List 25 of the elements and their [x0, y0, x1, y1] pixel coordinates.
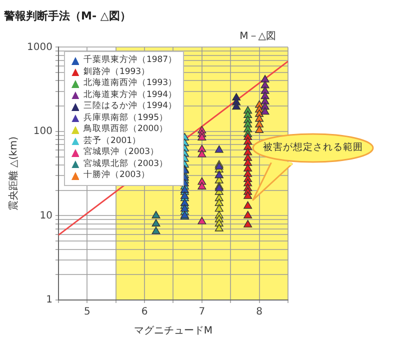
legend-label: 十勝沖（2003） — [83, 170, 150, 182]
x-tick-label: 5 — [84, 306, 90, 318]
legend-label: 芸予（2001） — [83, 136, 142, 146]
y-tick-label: 1 — [46, 294, 52, 306]
legend-label: 北海道南西沖（1993） — [83, 78, 178, 90]
legend-label: 宮城県沖（2003） — [83, 147, 160, 158]
legend-label: 兵庫県南部（1995） — [83, 112, 168, 124]
y-tick-label: 10 — [40, 210, 52, 222]
text: M－△図 — [240, 30, 276, 42]
y-tick-label: 100 — [33, 126, 52, 138]
annotation: 被害が想定される範囲 — [262, 142, 364, 154]
legend-label: 宮城県北部（2003） — [83, 158, 168, 170]
chart-title: 警報判断手法（M- △図） — [3, 9, 131, 22]
x-tick-label: 8 — [256, 306, 262, 318]
legend-label: 北海道東方沖（1994） — [83, 90, 178, 101]
x-axis-title: マグニチュードM — [134, 326, 213, 337]
legend-label: 鳥取県西部（2000） — [83, 124, 168, 136]
legend-label: 三陸はるか沖（1994） — [83, 101, 178, 112]
y-axis-title: 震央距離 △(km) — [8, 136, 20, 211]
speech-bubble: 被害が想定される範囲 — [250, 128, 376, 204]
y-tick-label: 1000 — [26, 42, 52, 53]
legend-label: 千葉県東方沖（1987） — [83, 55, 178, 67]
x-tick-label: 6 — [141, 306, 148, 318]
legend-label: 釧路沖（1993） — [83, 66, 150, 78]
x-tick-label: 7 — [198, 306, 206, 318]
